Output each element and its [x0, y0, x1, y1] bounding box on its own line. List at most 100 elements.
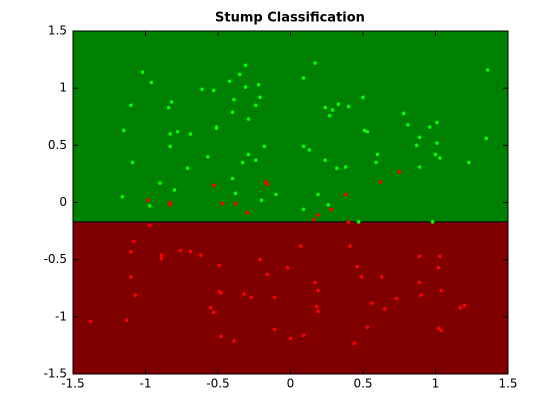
point — [314, 304, 319, 309]
point — [436, 265, 441, 270]
point — [121, 128, 126, 133]
point — [417, 254, 422, 259]
point — [346, 220, 351, 224]
point — [397, 169, 402, 174]
point — [245, 210, 249, 215]
point — [346, 104, 351, 109]
point — [380, 275, 384, 279]
point — [168, 144, 172, 149]
x-tick-label: 0.5 — [353, 377, 372, 391]
x-tick-label: 0 — [287, 377, 295, 391]
point — [406, 122, 410, 127]
point — [439, 288, 444, 293]
point — [394, 296, 399, 301]
point — [361, 95, 365, 100]
point — [148, 204, 152, 208]
point — [185, 166, 190, 170]
point — [414, 143, 419, 148]
point — [348, 244, 352, 248]
point — [265, 272, 270, 277]
point — [240, 160, 245, 165]
y-tick-label: -0.5 — [44, 252, 67, 266]
point — [233, 191, 238, 196]
point — [401, 111, 406, 116]
point — [382, 307, 387, 311]
point — [438, 254, 442, 259]
point — [462, 303, 467, 308]
point — [365, 129, 370, 134]
x-tick-label: 1.5 — [498, 377, 517, 391]
y-tick-label: 1.5 — [48, 24, 67, 38]
point — [175, 129, 180, 134]
point — [230, 110, 235, 114]
point — [140, 70, 145, 74]
point — [365, 325, 370, 329]
y-tick-label: 1 — [59, 81, 67, 95]
point — [219, 334, 223, 339]
point — [124, 318, 129, 323]
point — [133, 293, 138, 297]
point — [458, 305, 462, 310]
chart-title: Stump Classification — [215, 11, 365, 26]
point — [148, 223, 152, 228]
point — [200, 87, 204, 92]
point — [188, 132, 193, 136]
point — [323, 158, 328, 162]
point — [129, 249, 133, 254]
point — [369, 301, 374, 305]
point — [374, 160, 378, 165]
upper-region — [73, 31, 508, 222]
point — [301, 207, 306, 212]
point — [230, 176, 235, 181]
point — [262, 144, 267, 149]
point — [243, 85, 248, 89]
point — [356, 220, 361, 224]
point — [311, 217, 316, 222]
point — [274, 192, 278, 197]
point — [258, 95, 262, 100]
point — [285, 265, 290, 270]
point — [132, 239, 136, 244]
x-tick-label: -1 — [140, 377, 152, 391]
point — [220, 201, 225, 206]
point — [439, 328, 444, 333]
point — [323, 105, 328, 110]
point — [343, 192, 348, 197]
y-tick-label: -1 — [55, 309, 67, 323]
point — [233, 201, 238, 206]
point — [288, 336, 293, 341]
x-tick-label: 1 — [432, 377, 440, 391]
point — [246, 152, 251, 157]
point — [316, 192, 320, 197]
point — [159, 253, 164, 257]
point — [335, 166, 339, 170]
x-tick-label: -1.5 — [61, 377, 84, 391]
lower-region — [73, 221, 508, 374]
point — [375, 152, 380, 157]
point — [467, 160, 471, 165]
point — [146, 198, 151, 203]
point — [198, 253, 203, 257]
point — [330, 108, 335, 112]
point — [211, 310, 216, 315]
point — [316, 288, 320, 293]
point — [272, 295, 277, 300]
point — [433, 152, 438, 157]
point — [211, 183, 216, 188]
point — [243, 63, 248, 68]
point — [166, 105, 171, 110]
point — [485, 68, 490, 72]
point — [301, 333, 306, 337]
point — [88, 319, 93, 324]
point — [427, 125, 432, 129]
point — [430, 220, 435, 224]
point — [242, 292, 246, 296]
point — [417, 135, 422, 140]
point — [355, 264, 360, 269]
point — [435, 120, 439, 125]
point — [359, 275, 364, 279]
point — [329, 207, 333, 212]
y-tick-label: -1.5 — [44, 367, 67, 381]
point — [484, 136, 489, 141]
point — [378, 180, 383, 184]
